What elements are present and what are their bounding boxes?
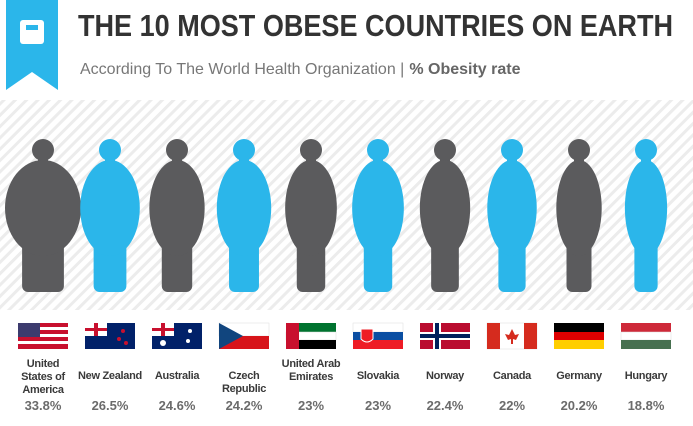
flag-uae: [285, 323, 337, 349]
country-label: Norway: [426, 370, 464, 382]
country-label: Germany: [556, 370, 602, 382]
flags: [18, 322, 672, 350]
body: [556, 160, 602, 256]
head: [434, 139, 456, 161]
value-label: 33.8%: [24, 398, 62, 413]
head: [635, 139, 657, 161]
flag-germany: [554, 323, 604, 349]
body: [216, 160, 272, 256]
flag-hungary: [620, 323, 672, 349]
country-label: Canada: [493, 370, 531, 382]
head: [568, 139, 590, 161]
head: [367, 139, 389, 161]
scale-dial: [26, 25, 38, 30]
body: [419, 160, 471, 256]
value-label: 23%: [297, 398, 325, 413]
flag-new-zealand: [85, 323, 135, 349]
head: [300, 139, 322, 161]
flag-norway: [420, 323, 470, 349]
country-label: Czech Republic: [221, 370, 267, 395]
body: [80, 160, 140, 256]
flag-czech: [218, 322, 270, 349]
chart-subtitle: According To The World Health Organizati…: [80, 61, 521, 78]
country-label: Slovakia: [356, 370, 400, 382]
head: [501, 139, 523, 161]
scale-icon: [20, 20, 44, 44]
value-label: 26.5%: [91, 398, 129, 413]
flag-usa: [18, 323, 68, 349]
chart-title: THE 10 MOST OBESE COUNTRIES ON EARTH: [78, 8, 673, 43]
body: [149, 160, 205, 256]
value-label: 22%: [498, 398, 526, 413]
subtitle-text: According To The World Health Organizati…: [80, 61, 404, 78]
value-label: 20.2%: [560, 398, 598, 413]
head: [32, 139, 54, 161]
value-label: 24.6%: [158, 398, 196, 413]
body: [285, 160, 337, 256]
country-label: New Zealand: [78, 370, 142, 382]
body: [352, 160, 404, 256]
body: [487, 160, 537, 256]
head: [99, 139, 121, 161]
body: [5, 160, 81, 256]
subtitle-emphasis: % Obesity rate: [409, 61, 520, 78]
value-label: 18.8%: [627, 398, 665, 413]
body: [624, 160, 668, 256]
value-label: 23%: [364, 398, 392, 413]
value-label: 22.4%: [426, 398, 464, 413]
country-label: United Arab Emirates: [281, 358, 341, 383]
country-label: Australia: [154, 370, 200, 382]
country-label: United States of America: [21, 358, 65, 396]
flag-australia: [152, 323, 202, 349]
value-label: 24.2%: [225, 398, 263, 413]
head: [233, 139, 255, 161]
flag-canada: [486, 322, 538, 350]
flag-slovakia: [352, 322, 404, 349]
head: [166, 139, 188, 161]
country-label: Hungary: [624, 370, 668, 382]
header-tag: [6, 0, 58, 90]
